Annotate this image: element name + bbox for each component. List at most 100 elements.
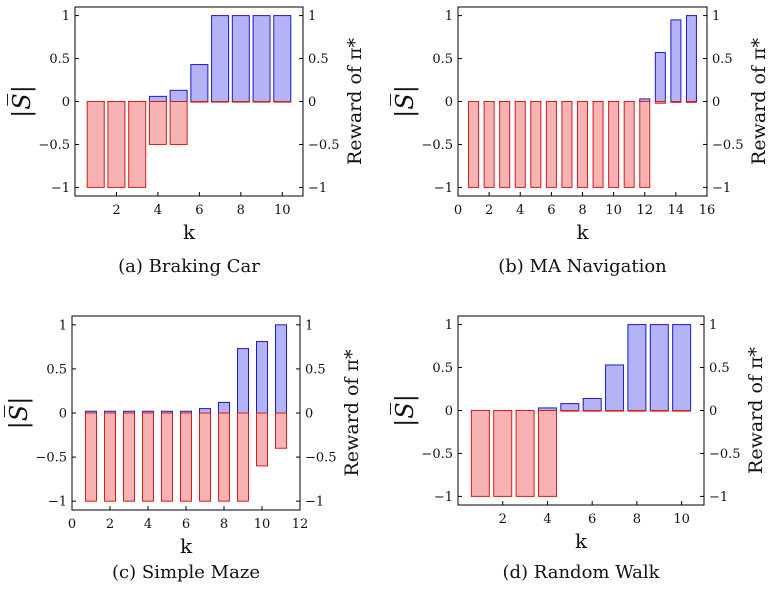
x-tick-label: 16 xyxy=(699,203,716,218)
y2-tick-label: 1 xyxy=(709,318,717,333)
negative-bar-5 xyxy=(560,410,580,412)
y2-tick-label: −1 xyxy=(712,181,731,196)
y2-tick-label: 1 xyxy=(308,9,316,24)
y-tick-label: 0 xyxy=(445,95,453,110)
negative-bar-6 xyxy=(582,410,602,412)
y-axis-label: |S̅| xyxy=(5,397,34,430)
x-tick-label: 0 xyxy=(68,517,76,532)
negative-bar-2 xyxy=(104,412,116,502)
x-tick-label: 6 xyxy=(182,517,190,532)
positive-bar-7 xyxy=(199,408,211,414)
y-tick-label: 1 xyxy=(59,318,67,333)
positive-bar-14 xyxy=(670,19,682,102)
negative-bar-7 xyxy=(561,101,573,188)
positive-bar-10 xyxy=(672,324,692,411)
positive-bar-5 xyxy=(560,403,580,412)
negative-bar-6 xyxy=(190,101,209,103)
y2-axis-label: Reward of π* xyxy=(344,38,366,165)
positive-bar-5 xyxy=(169,89,188,103)
negative-bar-3 xyxy=(499,101,511,188)
x-tick-label: 6 xyxy=(195,203,203,218)
negative-bar-3 xyxy=(123,412,135,502)
positive-bar-7 xyxy=(211,15,230,103)
y-tick-label: 0 xyxy=(445,404,453,419)
negative-bar-9 xyxy=(649,410,669,412)
negative-bar-14 xyxy=(670,101,682,103)
negative-bar-8 xyxy=(231,101,250,103)
x-axis-label: k xyxy=(576,220,589,244)
y2-tick-label: 0 xyxy=(308,95,316,110)
chart-panel-4: 1 1 0.5 0.5 0 0 −0.5 −0.5 −1 −1 2 4 6 8 10 k |S̅| Reward … xyxy=(391,315,767,583)
negative-bar-9 xyxy=(252,101,271,103)
y2-tick-label: 0 xyxy=(712,95,720,110)
y-tick-label: −0.5 xyxy=(421,447,453,462)
x-tick-label: 8 xyxy=(633,512,641,527)
negative-bar-1 xyxy=(470,410,490,497)
negative-bar-8 xyxy=(577,101,588,188)
chart-panel-2: 1 10.5 0.50 0−0.5 −0.5−1 −10 2 4 6 8 10 12 14 16k|S̅|… xyxy=(391,6,769,277)
positive-bar-8 xyxy=(627,324,647,411)
negative-bar-4 xyxy=(148,101,167,145)
y-tick-label: 0.5 xyxy=(49,52,70,67)
negative-bar-10 xyxy=(256,412,268,467)
y2-tick-label: 0 xyxy=(305,407,313,422)
positive-bar-15 xyxy=(685,15,697,103)
x-tick-label: 4 xyxy=(516,203,524,218)
x-tick-label: 8 xyxy=(578,203,586,218)
negative-bar-7 xyxy=(199,412,211,502)
x-tick-label: 8 xyxy=(220,517,228,532)
negative-bar-3 xyxy=(128,101,147,188)
y2-tick-label: 0.5 xyxy=(308,52,329,67)
negative-bar-11 xyxy=(275,412,287,449)
positive-bar-10 xyxy=(273,15,292,103)
y2-tick-label: 0.5 xyxy=(709,361,730,376)
x-tick-label: 14 xyxy=(668,203,685,218)
negative-bar-5 xyxy=(169,101,188,145)
panel-caption: (c) Simple Maze xyxy=(112,562,260,583)
y-tick-label: 1 xyxy=(445,9,453,24)
negative-bar-9 xyxy=(237,412,249,502)
positive-bar-7 xyxy=(605,364,625,411)
x-axis-label: k xyxy=(183,220,196,244)
x-tick-label: 2 xyxy=(499,512,507,527)
x-tick-label: 4 xyxy=(543,512,551,527)
x-tick-label: 12 xyxy=(292,517,309,532)
x-tick-label: 10 xyxy=(274,203,291,218)
x-tick-label: 6 xyxy=(547,203,555,218)
x-tick-label: 0 xyxy=(454,203,462,218)
negative-bar-13 xyxy=(654,101,666,104)
x-tick-label: 10 xyxy=(254,517,271,532)
positive-bar-6 xyxy=(582,397,602,412)
y2-tick-label: 0 xyxy=(709,404,717,419)
x-tick-label: 6 xyxy=(588,512,596,527)
chart-panel-1: 1 1 0.5 0.5 0 0 −0.5 −0.5 −1 −1 2 4 6 8 10 k |S̅| Reward … xyxy=(8,6,366,277)
negative-bar-10 xyxy=(273,101,292,103)
negative-bar-11 xyxy=(623,101,635,188)
positive-bar-4 xyxy=(148,95,167,102)
y2-tick-label: 0.5 xyxy=(712,52,733,67)
negative-bar-10 xyxy=(608,101,620,188)
y-tick-label: −0.5 xyxy=(38,138,70,153)
y2-tick-label: −0.5 xyxy=(305,451,337,466)
negative-bar-1 xyxy=(86,101,105,188)
y2-tick-label: −0.5 xyxy=(308,138,340,153)
y-tick-label: −1 xyxy=(48,495,67,510)
y-tick-label: −0.5 xyxy=(421,138,453,153)
x-axis-label: k xyxy=(575,529,588,553)
negative-bar-6 xyxy=(545,101,557,188)
negative-bar-8 xyxy=(218,412,230,502)
negative-bar-2 xyxy=(107,101,126,188)
y-tick-label: −1 xyxy=(51,181,70,196)
y2-axis-label: Reward of π* xyxy=(745,347,767,474)
negative-bar-8 xyxy=(627,410,647,412)
positive-bar-6 xyxy=(190,64,209,102)
positive-bar-8 xyxy=(231,15,250,103)
y-axis-label: |S̅| xyxy=(8,85,37,118)
y2-axis-label: Reward of π* xyxy=(341,349,363,476)
x-tick-label: 10 xyxy=(605,203,622,218)
x-tick-label: 4 xyxy=(154,203,162,218)
x-tick-label: 8 xyxy=(237,203,245,218)
y-tick-label: 1 xyxy=(62,9,70,24)
y2-tick-label: 0.5 xyxy=(305,362,326,377)
